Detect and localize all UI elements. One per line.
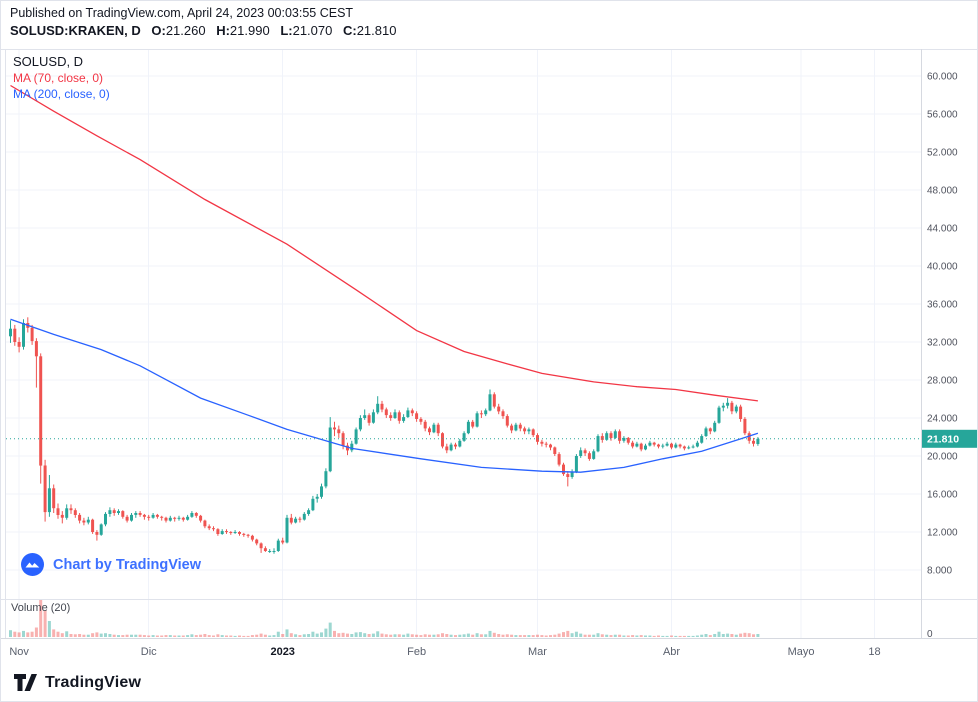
chart-area: 60.000 56.000 52.000 48.000 44.000 40.000 36.0… <box>1 49 978 663</box>
chart-legend: SOLUSD, D MA (70, close, 0) MA (200, clo… <box>13 54 110 102</box>
footer: TradingView <box>1 663 977 701</box>
legend-ma200: MA (200, close, 0) <box>13 87 110 101</box>
ohlc-high: H:21.990 <box>216 23 270 38</box>
legend-symbol: SOLUSD, D <box>13 54 84 69</box>
svg-text:16.000: 16.000 <box>927 490 958 501</box>
svg-text:Mayo: Mayo <box>788 646 815 658</box>
price-chart-svg[interactable]: 60.000 56.000 52.000 48.000 44.000 40.000 36.0… <box>1 49 978 663</box>
watermark-label: Chart by TradingView <box>53 556 201 573</box>
svg-text:52.000: 52.000 <box>927 148 958 159</box>
svg-text:56.000: 56.000 <box>927 110 958 121</box>
svg-text:Nov: Nov <box>9 646 29 658</box>
ohlc-close: C:21.810 <box>342 23 397 38</box>
svg-text:Mar: Mar <box>528 646 547 658</box>
svg-text:48.000: 48.000 <box>927 186 958 197</box>
svg-text:36.000: 36.000 <box>927 300 958 311</box>
svg-text:24.000: 24.000 <box>927 414 958 425</box>
svg-text:12.000: 12.000 <box>927 528 958 539</box>
svg-text:Abr: Abr <box>663 646 680 658</box>
symbol-ohlc-line: SOLUSD:KRAKEN, D O:21.260 H:21.990 L:21.… <box>10 23 977 38</box>
ohlc-low: L:21.070 <box>280 23 333 38</box>
svg-text:2023: 2023 <box>270 646 294 658</box>
legend-ma70: MA (70, close, 0) <box>13 71 104 85</box>
svg-text:Feb: Feb <box>407 646 426 658</box>
chart-header: Published on TradingView.com, April 24, … <box>1 1 977 49</box>
svg-text:Dic: Dic <box>141 646 157 658</box>
tradingview-brand-text[interactable]: TradingView <box>45 674 142 691</box>
tradingview-watermark-icon <box>21 553 44 576</box>
svg-text:40.000: 40.000 <box>927 262 958 273</box>
svg-text:18: 18 <box>868 646 880 658</box>
published-line: Published on TradingView.com, April 24, … <box>10 6 354 20</box>
volume-indicator-label: Volume (20) <box>11 602 71 614</box>
svg-text:0: 0 <box>927 629 933 640</box>
ohlc-open: O:21.260 <box>151 23 206 38</box>
svg-text:20.000: 20.000 <box>927 452 958 463</box>
symbol-name: SOLUSD:KRAKEN, D <box>10 23 141 38</box>
tradingview-logo-icon[interactable] <box>14 674 37 692</box>
svg-text:8.000: 8.000 <box>927 566 952 577</box>
svg-text:21.810: 21.810 <box>927 433 959 445</box>
svg-text:32.000: 32.000 <box>927 338 958 349</box>
svg-text:44.000: 44.000 <box>927 224 958 235</box>
tradingview-attribution[interactable]: Chart by TradingView <box>21 553 201 576</box>
svg-text:60.000: 60.000 <box>927 72 958 83</box>
svg-text:28.000: 28.000 <box>927 376 958 387</box>
